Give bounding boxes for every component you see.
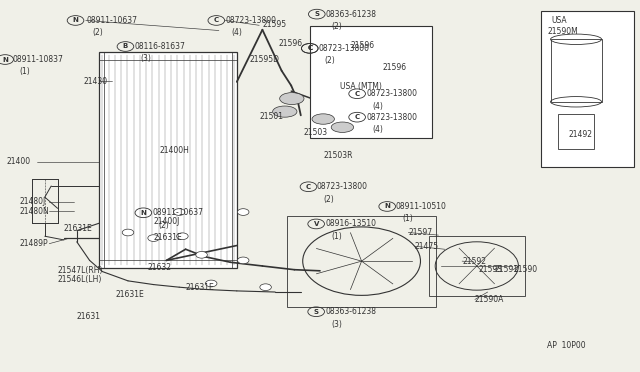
Text: 21480J: 21480J: [19, 198, 45, 206]
Text: C: C: [307, 45, 312, 51]
Text: 08723-13800: 08723-13800: [366, 113, 417, 122]
Text: 08911-10637: 08911-10637: [86, 16, 138, 25]
Text: USA: USA: [552, 16, 567, 25]
Text: N: N: [72, 17, 79, 23]
Bar: [287, 216, 436, 307]
Circle shape: [237, 257, 249, 264]
Text: 08723-13800: 08723-13800: [317, 182, 368, 191]
Text: 08723-13800: 08723-13800: [225, 16, 276, 25]
Text: 21501: 21501: [259, 112, 284, 121]
Text: 21480N: 21480N: [19, 207, 49, 216]
Text: (4): (4): [372, 102, 383, 110]
Text: 08911-10637: 08911-10637: [152, 208, 204, 217]
Text: 21631E: 21631E: [154, 233, 182, 242]
Text: (2): (2): [323, 195, 334, 203]
Circle shape: [148, 235, 159, 241]
Bar: [558, 114, 594, 149]
Text: B: B: [123, 44, 128, 49]
Circle shape: [205, 280, 217, 287]
Text: 21595D: 21595D: [250, 55, 280, 64]
Ellipse shape: [332, 122, 354, 132]
Text: 08911-10837: 08911-10837: [13, 55, 63, 64]
Text: 21632: 21632: [147, 263, 172, 272]
Circle shape: [260, 284, 271, 291]
Text: (4): (4): [372, 125, 383, 134]
Text: 21547L(RH): 21547L(RH): [58, 266, 103, 275]
Text: 08723-13800: 08723-13800: [318, 44, 369, 53]
Bar: [310, 26, 432, 138]
Text: (1): (1): [332, 232, 342, 241]
Text: (2): (2): [159, 221, 170, 230]
Text: V: V: [314, 221, 319, 227]
Text: S: S: [314, 309, 319, 315]
Circle shape: [122, 229, 134, 236]
Text: C: C: [355, 114, 360, 120]
Circle shape: [237, 209, 249, 215]
Ellipse shape: [280, 93, 304, 105]
Text: 08723-13800: 08723-13800: [366, 89, 417, 98]
Text: 21590A: 21590A: [475, 295, 504, 304]
Text: 21631E: 21631E: [64, 224, 93, 233]
Text: (3): (3): [332, 320, 342, 329]
Text: (2): (2): [332, 22, 342, 31]
Text: N: N: [384, 203, 390, 209]
Text: 21631E: 21631E: [115, 290, 144, 299]
Ellipse shape: [312, 114, 334, 124]
Text: 21400H: 21400H: [160, 146, 190, 155]
Text: N: N: [2, 57, 8, 62]
Circle shape: [196, 251, 207, 258]
Text: USA (MTM): USA (MTM): [340, 82, 382, 91]
Text: C: C: [214, 17, 219, 23]
Text: 08916-13510: 08916-13510: [325, 219, 376, 228]
Text: 08116-81637: 08116-81637: [134, 42, 185, 51]
Text: C: C: [306, 184, 311, 190]
Text: 21595: 21595: [262, 20, 287, 29]
Text: 21400J: 21400J: [154, 217, 180, 226]
Text: 21503R: 21503R: [323, 151, 353, 160]
Text: AP  10P00: AP 10P00: [547, 341, 586, 350]
Text: C: C: [355, 91, 360, 97]
Text: 08363-61238: 08363-61238: [325, 307, 376, 316]
Text: (1): (1): [19, 67, 30, 76]
Text: 21596: 21596: [383, 63, 407, 72]
Bar: [550, 39, 602, 102]
Text: 21430: 21430: [83, 77, 108, 86]
Text: N: N: [140, 210, 147, 216]
Text: 08363-61238: 08363-61238: [325, 10, 376, 19]
Text: S: S: [314, 11, 319, 17]
Text: 21489P: 21489P: [19, 239, 48, 248]
Text: 21591: 21591: [494, 265, 518, 274]
Text: C: C: [307, 45, 312, 51]
Bar: [429, 236, 525, 296]
Text: 21592: 21592: [462, 257, 486, 266]
Text: 21546L(LH): 21546L(LH): [58, 275, 102, 284]
Text: 21400: 21400: [6, 157, 31, 166]
Text: (2): (2): [324, 56, 335, 65]
Text: (3): (3): [141, 54, 152, 63]
Text: 21590M: 21590M: [547, 27, 578, 36]
Bar: [99, 52, 237, 268]
Text: 21492: 21492: [568, 130, 593, 139]
Circle shape: [177, 233, 188, 240]
Text: 21597: 21597: [408, 228, 433, 237]
Ellipse shape: [273, 106, 297, 117]
Text: 21631: 21631: [77, 312, 101, 321]
Text: (1): (1): [402, 214, 413, 223]
Text: 08911-10510: 08911-10510: [396, 202, 446, 211]
Text: 21593: 21593: [479, 265, 503, 274]
Text: (4): (4): [232, 28, 243, 37]
Bar: [541, 11, 634, 167]
Text: 21590: 21590: [513, 265, 538, 274]
Text: 21596: 21596: [278, 39, 303, 48]
Circle shape: [173, 209, 185, 215]
Text: 21631E: 21631E: [186, 283, 214, 292]
Text: (2): (2): [93, 28, 104, 37]
Text: 21596: 21596: [351, 41, 375, 50]
Text: 21475: 21475: [415, 242, 439, 251]
Text: 21503: 21503: [304, 128, 328, 137]
